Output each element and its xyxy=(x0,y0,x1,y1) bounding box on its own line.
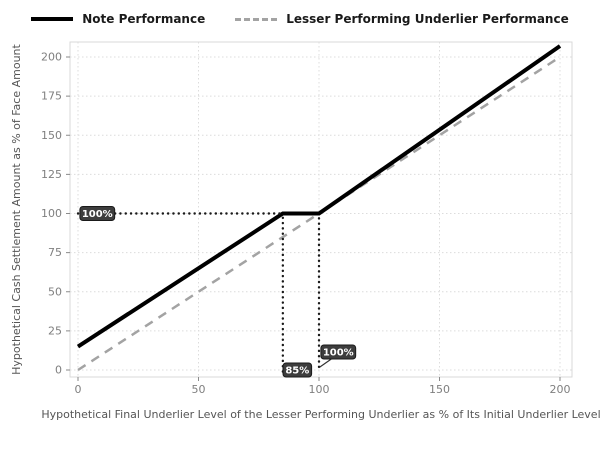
x-axis-title: Hypothetical Final Underlier Level of th… xyxy=(41,408,600,421)
y-tick-label: 150 xyxy=(41,129,62,142)
y-tick-label: 50 xyxy=(48,285,62,298)
series-group xyxy=(76,44,562,372)
y-tick-label: 75 xyxy=(48,246,62,259)
legend: Note Performance Lesser Performing Underl… xyxy=(0,8,600,30)
x-tick-label: 200 xyxy=(550,383,571,396)
x-tick-label: 50 xyxy=(192,383,206,396)
y-tick-label: 175 xyxy=(41,90,62,103)
x-tick-label: 150 xyxy=(429,383,450,396)
annotation-badge xyxy=(320,344,357,360)
x-tick-label: 100 xyxy=(309,383,330,396)
y-axis-title: Hypothetical Cash Settlement Amount as %… xyxy=(10,43,23,374)
annotation-badge-label: 100% xyxy=(82,209,113,220)
legend-item-lesser-performing-underlier-performance: Lesser Performing Underlier Performance xyxy=(235,12,569,26)
series-note-performance-line xyxy=(76,44,562,349)
legend-solid-line-sample xyxy=(31,17,74,21)
legend-label: Note Performance xyxy=(82,12,206,26)
y-tick-label: 125 xyxy=(41,168,62,181)
y-tick-label: 0 xyxy=(55,364,62,377)
legend-item-note-performance: Note Performance xyxy=(31,12,205,26)
legend-label: Lesser Performing Underlier Performance xyxy=(286,12,569,26)
y-tick-label: 200 xyxy=(41,51,62,64)
annotation-badge xyxy=(282,362,313,378)
x-tick-label: 0 xyxy=(75,383,82,396)
annotation-badge-label: 85% xyxy=(285,366,309,377)
annotation-badge-label: 100% xyxy=(323,348,354,359)
y-tick-label: 25 xyxy=(48,324,62,337)
annotation-badge xyxy=(79,206,116,221)
legend-dashed-line-sample xyxy=(235,17,278,21)
y-tick-label: 100 xyxy=(41,207,62,220)
